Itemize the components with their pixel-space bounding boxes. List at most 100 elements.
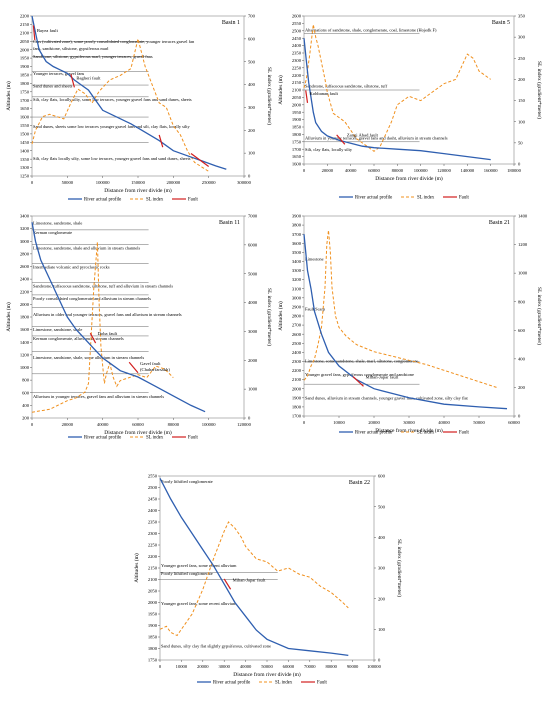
geology-unit-label: Poorly lithified conglomerate	[161, 571, 213, 576]
y-tick-label: 3700	[292, 232, 302, 237]
y-tick-label: 2050	[292, 95, 302, 100]
geology-unit-label: Limestone, sandstone, shale, some alluvi…	[33, 355, 144, 361]
y2-tick-label: 7000	[248, 214, 258, 219]
geology-unit-label: Limestone, sandstone, shale and alluvium…	[33, 246, 140, 252]
y2-tick-label: 3000	[248, 329, 258, 334]
x-tick-label: 100000	[96, 180, 110, 185]
y-tick-label: 2550	[292, 21, 302, 26]
y-tick-label: 1950	[148, 612, 158, 617]
y2-tick-label: 400	[518, 356, 526, 361]
fault-label: Kohbanan fault	[310, 91, 339, 96]
x-tick-label: 10000	[176, 664, 188, 669]
y2-tick-label: 100	[248, 151, 256, 156]
y2-tick-label: 350	[518, 14, 526, 19]
y-tick-label: 2150	[292, 80, 302, 85]
x-tick-label: 80000	[168, 422, 180, 427]
geology-unit-label: Poorly consolidated conglomerate and all…	[33, 296, 151, 301]
y2-tick-label: 400	[378, 535, 386, 540]
y2-tick-label: 200	[378, 596, 386, 601]
legend-label: SL index	[417, 196, 435, 201]
y2-tick-label: 5000	[248, 271, 258, 276]
y2-tick-label: 1000	[248, 387, 258, 392]
y-tick-label: 2550	[148, 474, 158, 479]
y2-tick-label: 0	[248, 174, 251, 179]
y-tick-label: 1700	[292, 414, 302, 419]
y-tick-label: 1300	[20, 165, 30, 170]
geology-unit-label: Alternations of sandstone, shale, conglo…	[305, 27, 437, 33]
fault-label: Bayea fault	[37, 28, 59, 33]
fault-marker	[128, 361, 139, 374]
y-tick-label: 3000	[20, 239, 30, 244]
legend-label: River actual profile	[213, 681, 250, 686]
y-tick-label: 2250	[292, 65, 302, 70]
geology-unit-label: Poorly lithified conglomerate	[161, 479, 213, 484]
y-tick-label: 2200	[292, 73, 302, 78]
x-tick-label: 60000	[283, 664, 295, 669]
y-tick-label: 800	[22, 378, 30, 383]
chart-title: Basin 22	[349, 480, 370, 486]
x-tick-label: 90000	[347, 664, 359, 669]
y-tick-label: 2400	[148, 508, 158, 513]
y-tick-label: 2300	[292, 58, 302, 63]
y-tick-label: 2200	[292, 368, 302, 373]
fault-label: Mihan-Japar fault	[233, 577, 267, 582]
y-tick-label: 2300	[148, 531, 158, 536]
x-tick-label: 150000	[131, 180, 145, 185]
y-tick-label: 2300	[292, 359, 302, 364]
x-tick-label: 30000	[218, 664, 230, 669]
x-tick-label: 60000	[368, 168, 380, 173]
series-river-profile	[159, 478, 349, 657]
geology-unit-label: Kerman conglomerate	[33, 230, 72, 235]
y2-tick-label: 400	[248, 82, 256, 87]
y-tick-label: 2150	[148, 566, 158, 571]
series-river-profile	[303, 234, 508, 410]
y-axis-label: Altitudes (m)	[5, 81, 12, 111]
geology-unit-label: Alluvium in younger terraces, gravel fan…	[305, 135, 448, 141]
series-sl-index	[303, 24, 491, 152]
y-tick-label: 2000	[148, 600, 158, 605]
y-tick-label: 3500	[292, 250, 302, 255]
fault-label: Zangi Abad fault	[347, 132, 379, 137]
x-tick-label: 100000	[202, 422, 216, 427]
x-tick-label: 40000	[240, 664, 252, 669]
y-tick-label: 1600	[292, 162, 302, 167]
geology-unit-label: Sandstone, tuffaceous sandstone, siltsto…	[305, 84, 388, 90]
y-tick-label: 1700	[292, 147, 302, 152]
x-axis-label: Distance from river divide (m)	[375, 175, 443, 182]
y-tick-label: 1900	[148, 623, 158, 628]
x-axis-label: Distance from river divide (m)	[104, 429, 172, 436]
x-tick-label: 200000	[166, 180, 180, 185]
y2-tick-label: 600	[248, 36, 256, 41]
y-tick-label: 2700	[292, 323, 302, 328]
x-tick-label: 30000	[403, 420, 415, 425]
y-tick-label: 1700	[20, 98, 30, 103]
x-tick-label: 50000	[473, 420, 485, 425]
fault-label: Bagheri fault	[76, 75, 101, 80]
legend-label: River actual profile	[84, 436, 121, 441]
y2-axis-label: SL index (gradient*meter)	[266, 288, 273, 346]
x-tick-label: 80000	[325, 664, 337, 669]
fault-marker	[89, 332, 97, 344]
geology-unit-label: Sandstone, tuffaceous sandstone, siltsto…	[33, 284, 173, 290]
y-tick-label: 1950	[20, 56, 30, 61]
fault-label: Doba fault	[98, 331, 118, 336]
fault-marker	[190, 152, 210, 168]
geology-unit-label: Sand dunes, sheets some low terraces you…	[33, 124, 190, 130]
y-tick-label: 600	[22, 390, 30, 395]
series-sl-index	[31, 241, 174, 413]
y2-tick-label: 300	[518, 35, 526, 40]
y2-tick-label: 300	[248, 105, 256, 110]
legend-label: Fault	[459, 431, 470, 436]
fault-marker	[158, 134, 164, 148]
geology-unit-label: Intermediate volcanic and pyroclastic ro…	[33, 265, 110, 270]
chart-basin21: 0 10000 20000 30000 40000 50000 60000170018001…	[277, 214, 543, 436]
x-tick-label: 300000	[237, 180, 251, 185]
y-tick-label: 1550	[20, 123, 30, 128]
y-tick-label: 1350	[20, 157, 30, 162]
y-tick-label: 2500	[292, 28, 302, 33]
y-axis-label: Altitudes (m)	[277, 301, 284, 331]
x-axis-label: Distance from river divide (m)	[233, 671, 301, 678]
y-tick-label: 1850	[292, 125, 302, 130]
y-tick-label: 2600	[292, 14, 302, 19]
y-tick-label: 1950	[292, 110, 302, 115]
